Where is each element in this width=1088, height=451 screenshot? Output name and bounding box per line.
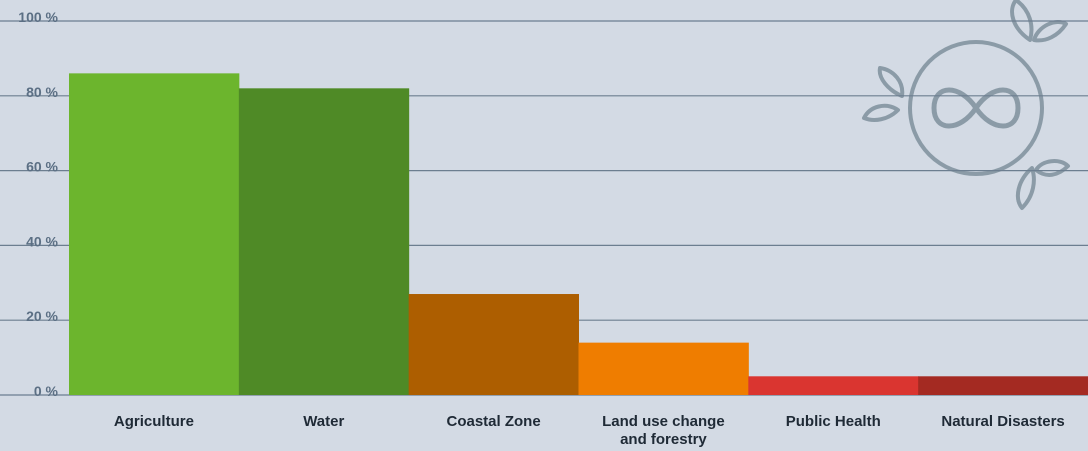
bar	[918, 376, 1088, 395]
bar	[408, 294, 579, 395]
infinity-sun-icon	[862, 0, 1070, 210]
bar	[238, 88, 410, 395]
x-tick-label-line: Public Health	[786, 413, 881, 430]
x-tick-label: Water	[303, 413, 344, 430]
x-tick-label: Coastal Zone	[446, 413, 540, 430]
x-tick-label: Public Health	[786, 413, 881, 430]
x-tick-label: Natural Disasters	[941, 413, 1064, 430]
x-tick-label-line: Coastal Zone	[446, 413, 540, 430]
x-tick-label: Land use change and forestry	[602, 413, 725, 448]
x-tick-label-line: and forestry	[620, 431, 707, 448]
bar	[578, 342, 749, 395]
x-tick-label-line: Water	[303, 413, 344, 430]
bar	[69, 73, 240, 396]
x-tick-label-line: Natural Disasters	[941, 413, 1064, 430]
bar	[748, 376, 919, 395]
y-tick-label: 40 %	[26, 233, 58, 249]
y-tick-label: 0 %	[34, 383, 59, 399]
y-tick-label: 100 %	[18, 9, 58, 25]
x-tick-label-line: Land use change	[602, 413, 725, 430]
y-tick-label: 80 %	[26, 84, 58, 100]
x-tick-label: Agriculture	[114, 413, 194, 430]
y-tick-label: 60 %	[26, 159, 58, 175]
y-tick-label: 20 %	[26, 308, 58, 324]
x-tick-label-line: Agriculture	[114, 413, 194, 430]
